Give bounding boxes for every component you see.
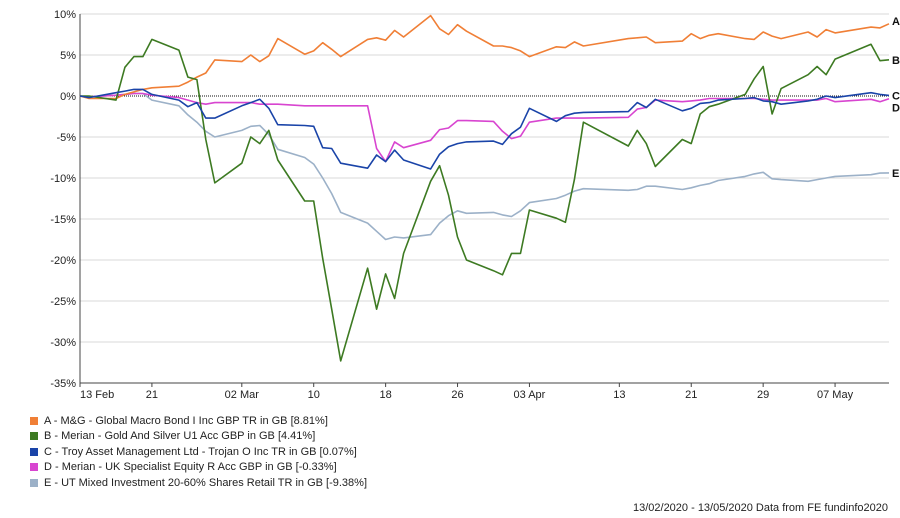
x-tick-label: 13 xyxy=(613,389,625,401)
legend-label-b: B - Merian - Gold And Silver U1 Acc GBP … xyxy=(44,430,316,443)
y-tick-label: -20% xyxy=(50,255,76,267)
y-tick-label: -10% xyxy=(50,173,76,185)
x-tick-label: 18 xyxy=(379,389,391,401)
line-chart: 10% 5% 0% -5% -10% -15% -20% -25% -30% -35% 13 Feb… xyxy=(50,9,900,401)
series-line-b xyxy=(80,38,890,362)
legend-label-e: E - UT Mixed Investment 20-60% Shares Re… xyxy=(44,476,368,489)
y-tick-label: -30% xyxy=(50,337,76,349)
x-tick-label: 26 xyxy=(451,389,463,401)
legend-swatch-c xyxy=(30,447,38,456)
legend-label-a: A - M&G - Global Macro Bond I Inc GBP TR… xyxy=(44,414,328,427)
legend-label-d: D - Merian - UK Specialist Equity R Acc … xyxy=(44,461,337,474)
series-end-label-b: B xyxy=(892,55,900,67)
data-source-footer: 13/02/2020 - 13/05/2020 Data from FE fun… xyxy=(632,502,888,514)
y-tick-label: 0% xyxy=(60,91,76,103)
x-tick-label: 02 Mar xyxy=(225,389,260,401)
y-tick-label: 5% xyxy=(60,50,76,62)
legend-item-e: E - UT Mixed Investment 20-60% Shares Re… xyxy=(30,475,367,491)
series-end-label-e: E xyxy=(892,168,899,180)
legend-swatch-b xyxy=(30,432,38,441)
y-tick-label: -5% xyxy=(56,132,76,144)
y-tick-label: -25% xyxy=(50,296,76,308)
legend-swatch-e xyxy=(30,478,38,487)
legend-item-c: C - Troy Asset Management Ltd - Trojan O… xyxy=(30,444,367,460)
series-end-label-a: A xyxy=(892,16,900,28)
x-tick-label: 03 Apr xyxy=(514,389,546,401)
x-tick-label: 07 May xyxy=(817,389,854,401)
y-tick-label: -15% xyxy=(50,214,76,226)
legend-label-c: C - Troy Asset Management Ltd - Trojan O… xyxy=(44,445,357,458)
y-tick-label: 10% xyxy=(54,9,76,21)
series-line-c xyxy=(79,88,890,170)
legend-item-a: A - M&G - Global Macro Bond I Inc GBP TR… xyxy=(30,413,367,429)
x-tick-label: 21 xyxy=(685,389,697,401)
series-line-a xyxy=(79,14,890,100)
legend-swatch-d xyxy=(30,463,38,472)
legend-item-d: D - Merian - UK Specialist Equity R Acc … xyxy=(30,460,367,476)
x-tick-label: 10 xyxy=(308,389,320,401)
x-tick-label: 29 xyxy=(757,389,769,401)
legend: A - M&G - Global Macro Bond I Inc GBP TR… xyxy=(30,413,367,491)
legend-item-b: B - Merian - Gold And Silver U1 Acc GBP … xyxy=(30,429,367,445)
x-tick-label: 21 xyxy=(146,389,158,401)
x-tick-label: 13 Feb xyxy=(80,389,114,401)
series-end-label-c: C xyxy=(892,90,900,102)
y-tick-label: -35% xyxy=(50,378,76,390)
series-end-label-d: D xyxy=(892,103,900,115)
legend-swatch-a xyxy=(30,416,38,425)
series-line-e xyxy=(79,92,890,241)
